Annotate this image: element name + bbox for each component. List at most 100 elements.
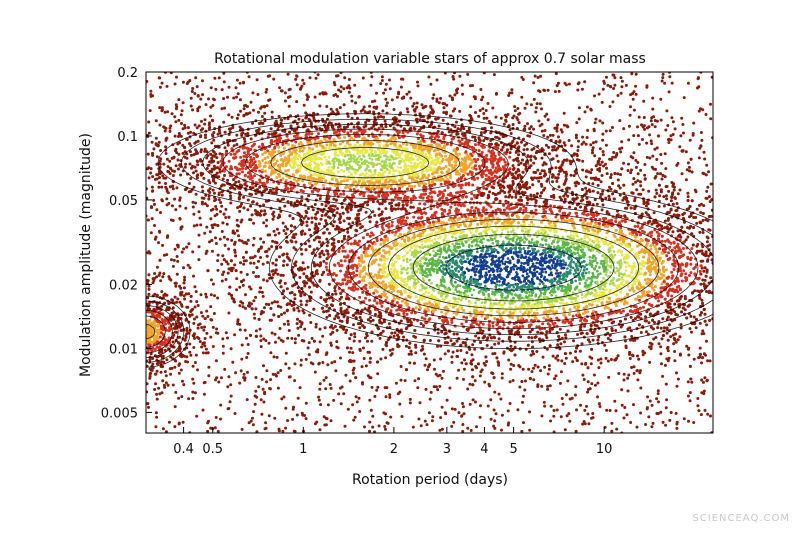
star-point bbox=[558, 381, 562, 385]
star-point bbox=[227, 85, 231, 89]
star-point bbox=[369, 408, 373, 412]
star-point bbox=[220, 262, 224, 266]
star-point bbox=[596, 395, 599, 399]
star-point bbox=[575, 358, 579, 362]
star-point bbox=[664, 128, 668, 132]
star-point bbox=[704, 113, 708, 116]
star-point bbox=[164, 381, 168, 385]
star-point bbox=[686, 191, 690, 195]
star-point bbox=[265, 180, 269, 184]
star-point bbox=[609, 85, 612, 88]
star-point bbox=[303, 327, 307, 331]
star-point bbox=[222, 72, 226, 75]
star-point bbox=[285, 287, 289, 291]
star-point bbox=[439, 96, 443, 100]
star-point bbox=[165, 197, 169, 201]
star-point bbox=[448, 386, 452, 390]
star-point bbox=[432, 93, 436, 97]
star-point bbox=[581, 198, 585, 202]
star-point bbox=[409, 96, 413, 100]
star-point bbox=[147, 120, 151, 124]
star-point bbox=[314, 422, 317, 426]
star-point bbox=[332, 398, 336, 402]
star-point bbox=[211, 188, 215, 192]
star-point bbox=[546, 387, 550, 391]
star-point bbox=[155, 397, 159, 401]
star-point bbox=[240, 427, 244, 431]
star-point bbox=[362, 357, 366, 360]
star-point bbox=[577, 106, 581, 110]
star-point bbox=[240, 239, 244, 243]
star-point bbox=[388, 78, 391, 82]
star-point bbox=[267, 341, 271, 345]
star-point bbox=[451, 242, 455, 246]
star-point bbox=[433, 322, 437, 326]
star-point bbox=[158, 271, 162, 275]
star-point bbox=[563, 428, 567, 432]
star-point bbox=[628, 357, 632, 360]
star-point bbox=[324, 376, 328, 380]
star-point bbox=[217, 380, 221, 384]
star-point bbox=[418, 401, 422, 405]
star-point bbox=[697, 409, 701, 413]
star-point bbox=[506, 409, 510, 413]
star-point bbox=[233, 333, 237, 337]
star-point bbox=[548, 330, 552, 334]
star-point bbox=[512, 236, 515, 240]
star-point bbox=[597, 92, 601, 96]
star-point bbox=[171, 187, 175, 191]
star-point bbox=[500, 413, 504, 417]
star-point bbox=[193, 92, 197, 95]
star-point bbox=[446, 126, 450, 130]
star-point bbox=[627, 373, 631, 377]
star-point bbox=[618, 193, 622, 197]
star-point bbox=[337, 392, 341, 396]
star-point bbox=[405, 312, 409, 316]
star-point bbox=[249, 419, 253, 423]
star-point bbox=[351, 403, 355, 407]
star-point bbox=[692, 357, 696, 361]
star-point bbox=[647, 415, 651, 419]
star-point bbox=[655, 191, 659, 195]
star-point bbox=[347, 90, 351, 94]
star-point bbox=[332, 94, 336, 97]
star-point bbox=[252, 221, 256, 225]
star-point bbox=[150, 217, 154, 221]
star-point bbox=[537, 296, 541, 299]
star-point bbox=[473, 379, 477, 383]
star-point bbox=[213, 426, 217, 430]
star-point bbox=[259, 245, 263, 249]
star-point bbox=[626, 389, 630, 393]
star-point bbox=[237, 172, 241, 176]
star-point bbox=[164, 322, 167, 326]
star-point bbox=[211, 104, 215, 107]
star-point bbox=[682, 96, 686, 100]
star-point bbox=[339, 306, 343, 310]
star-point bbox=[675, 426, 679, 430]
star-point bbox=[628, 113, 632, 117]
star-point bbox=[318, 382, 322, 386]
star-point bbox=[622, 378, 626, 382]
star-point bbox=[435, 78, 439, 82]
star-point bbox=[604, 143, 608, 147]
star-point bbox=[267, 175, 270, 179]
star-point bbox=[174, 120, 178, 124]
star-point bbox=[453, 72, 456, 75]
star-point bbox=[182, 266, 185, 270]
star-point bbox=[299, 303, 303, 307]
star-point bbox=[461, 405, 465, 409]
star-point bbox=[675, 371, 678, 375]
star-point bbox=[252, 410, 256, 414]
star-point bbox=[366, 350, 370, 354]
star-point bbox=[368, 220, 372, 224]
star-point bbox=[181, 101, 185, 105]
star-point bbox=[672, 342, 676, 346]
star-point bbox=[391, 230, 394, 234]
star-point bbox=[347, 84, 351, 88]
star-point bbox=[577, 81, 581, 85]
star-point bbox=[594, 383, 597, 387]
star-point bbox=[226, 262, 230, 266]
star-point bbox=[652, 337, 656, 341]
star-point bbox=[240, 357, 244, 361]
star-point bbox=[559, 274, 562, 277]
